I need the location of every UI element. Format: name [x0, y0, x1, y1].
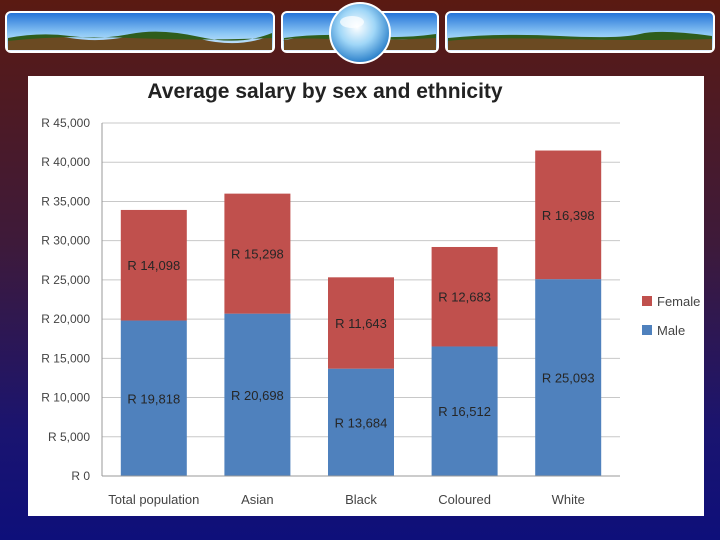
- x-tick-label: Asian: [241, 492, 274, 507]
- data-label: R 11,643: [335, 316, 387, 331]
- x-tick-label: Coloured: [438, 492, 491, 507]
- bar-female: [431, 246, 498, 347]
- y-tick-label: R 30,000: [41, 234, 90, 248]
- bar-female: [328, 277, 394, 369]
- bar-male: [120, 320, 187, 476]
- bar-male: [431, 346, 498, 476]
- banner-panel-right: [445, 11, 715, 53]
- bar-female: [535, 150, 602, 280]
- y-tick-label: R 45,000: [41, 116, 90, 130]
- data-label: R 20,698: [231, 388, 284, 403]
- y-tick-label: R 5,000: [48, 430, 90, 444]
- data-label: R 13,684: [335, 415, 388, 430]
- y-axis: R 0 R 5,000 R 10,000 R 15,000 R 20,000 R 25,0…: [41, 116, 103, 483]
- bar-male: [328, 368, 394, 476]
- x-tick-label: White: [552, 492, 585, 507]
- y-tick-label: R 40,000: [41, 155, 90, 169]
- data-label: R 12,683: [438, 290, 491, 305]
- data-label: R 16,398: [542, 208, 595, 223]
- y-tick-label: R 15,000: [41, 351, 90, 365]
- decorative-banner: [5, 2, 715, 64]
- y-tick-label: R 20,000: [41, 312, 90, 326]
- legend: Female Male: [642, 294, 700, 338]
- legend-label-male: Male: [657, 323, 685, 338]
- data-label: R 15,298: [231, 247, 284, 262]
- data-label: R 16,512: [438, 404, 491, 419]
- bar-female: [120, 209, 187, 321]
- bar-male: [535, 279, 602, 476]
- chart-title: Average salary by sex and ethnicity: [147, 80, 503, 103]
- x-axis: Total population Asian Black Coloured White: [102, 475, 620, 507]
- y-tick-label: R 35,000: [41, 194, 90, 208]
- y-tick-label: R 0: [71, 469, 90, 483]
- globe-icon: [329, 2, 391, 64]
- bars: R 19,818 R 14,098 R 20,698 R 15,298 R 13,684…: [120, 150, 602, 476]
- bar-female: [224, 193, 291, 314]
- legend-label-female: Female: [657, 294, 700, 309]
- banner-panel-left: [5, 11, 275, 53]
- data-label: R 14,098: [127, 258, 180, 273]
- y-tick-label: R 25,000: [41, 273, 90, 287]
- bar-male: [224, 313, 291, 476]
- data-label: R 19,818: [127, 391, 180, 406]
- legend-swatch-female: [642, 296, 652, 306]
- legend-swatch-male: [642, 325, 652, 335]
- y-tick-label: R 10,000: [41, 391, 90, 405]
- x-tick-label: Black: [345, 492, 377, 507]
- data-label: R 25,093: [542, 371, 595, 386]
- stacked-bar-chart: Average salary by sex and ethnicity R 0R…: [41, 80, 700, 507]
- x-tick-label: Total population: [108, 492, 199, 507]
